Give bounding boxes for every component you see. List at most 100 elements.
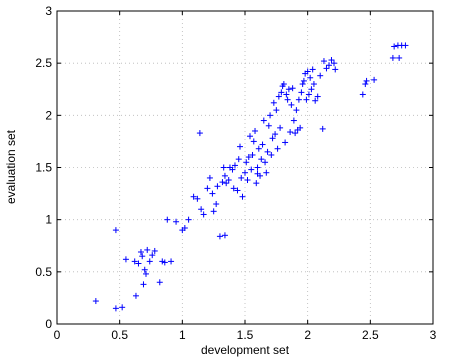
data-point — [151, 247, 158, 254]
data-point — [323, 65, 330, 72]
data-point — [234, 187, 241, 194]
y-tick-label: 1 — [45, 213, 52, 227]
data-point — [262, 159, 269, 166]
x-tick-label: 0.5 — [111, 328, 128, 342]
data-point — [194, 195, 201, 202]
data-point — [330, 60, 337, 67]
x-tick-label: 0 — [54, 328, 61, 342]
data-point — [243, 159, 250, 166]
data-point — [223, 180, 230, 187]
data-point — [259, 141, 266, 148]
data-point — [396, 54, 403, 61]
data-point — [290, 117, 297, 124]
data-point — [216, 233, 223, 240]
data-point — [220, 164, 227, 171]
data-point — [131, 258, 138, 265]
data-point — [204, 185, 211, 192]
data-point — [309, 66, 316, 73]
data-point — [319, 125, 326, 132]
data-point — [312, 97, 319, 104]
data-point — [285, 86, 292, 93]
data-point — [221, 232, 228, 239]
x-tick-label: 3 — [430, 328, 437, 342]
data-point — [304, 68, 311, 75]
data-point — [244, 177, 251, 184]
grid-lines — [57, 11, 433, 324]
data-point — [219, 179, 226, 186]
data-point — [274, 145, 281, 152]
data-point — [267, 112, 274, 119]
data-point — [305, 91, 312, 98]
data-point — [359, 91, 366, 98]
data-point — [263, 169, 270, 176]
data-point — [265, 122, 272, 129]
data-point — [293, 107, 300, 114]
data-point — [221, 172, 228, 179]
y-tick-label: 2 — [45, 108, 52, 122]
data-point — [254, 164, 261, 171]
data-point — [288, 101, 295, 108]
data-point — [250, 138, 257, 145]
data-point — [173, 218, 180, 225]
data-point — [112, 227, 119, 234]
data-point — [389, 54, 396, 61]
y-tick-label: 0 — [45, 317, 52, 331]
x-tick-label: 1.5 — [237, 328, 254, 342]
data-point — [314, 93, 321, 100]
data-point — [264, 148, 271, 155]
data-point — [225, 177, 232, 184]
data-point — [317, 72, 324, 79]
y-tick-label: 1.5 — [35, 161, 52, 175]
data-point — [391, 43, 398, 50]
x-tick-label: 1 — [179, 328, 186, 342]
data-point — [254, 170, 261, 177]
data-point — [141, 266, 148, 273]
data-point — [299, 81, 306, 88]
x-axis-label: development set — [201, 343, 290, 357]
data-point — [239, 193, 246, 200]
data-point — [332, 66, 339, 73]
data-point — [260, 117, 267, 124]
data-point — [297, 124, 304, 131]
data-point — [210, 208, 217, 215]
data-point — [181, 225, 188, 232]
data-point — [280, 81, 287, 88]
data-point — [238, 174, 245, 181]
axis-ticks: 0 0.5 1 1.5 2 2.5 3 0 0.5 1 1.5 2 2.5 3 — [35, 4, 436, 342]
data-point — [229, 166, 236, 173]
data-point — [248, 166, 255, 173]
data-point — [325, 62, 332, 69]
data-point — [185, 216, 192, 223]
data-point — [284, 96, 291, 103]
data-point — [278, 89, 285, 96]
data-point — [230, 185, 237, 192]
data-point — [362, 81, 369, 88]
data-point — [298, 89, 305, 96]
data-point — [273, 107, 280, 114]
data-point — [196, 130, 203, 137]
data-point — [159, 258, 166, 265]
data-point — [292, 130, 299, 137]
data-point — [190, 193, 197, 200]
data-point — [206, 174, 213, 181]
data-point — [277, 124, 284, 131]
data-point — [146, 258, 153, 265]
data-point — [272, 131, 279, 138]
data-point — [112, 305, 119, 312]
data-point — [144, 246, 151, 253]
data-point — [308, 86, 315, 93]
data-point — [320, 58, 327, 65]
data-point — [142, 270, 149, 277]
data-point — [255, 145, 262, 152]
data-point — [268, 151, 275, 158]
data-point — [92, 298, 99, 305]
data-point — [235, 156, 242, 163]
data-point — [156, 279, 163, 286]
data-point — [209, 190, 216, 197]
data-point — [198, 206, 205, 213]
x-tick-label: 2 — [304, 328, 311, 342]
data-point — [213, 201, 220, 208]
data-point — [303, 96, 310, 103]
data-point — [214, 183, 221, 190]
